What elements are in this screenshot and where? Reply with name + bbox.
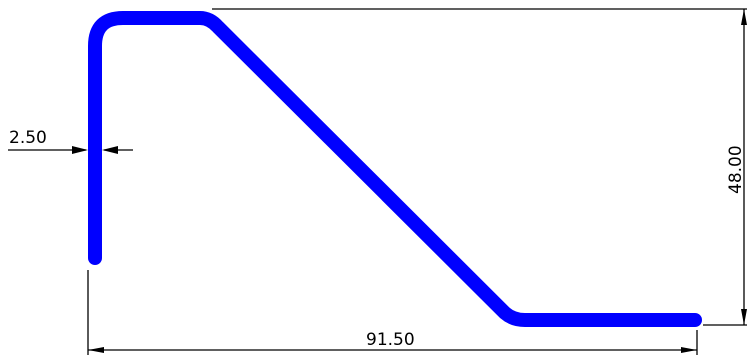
width-dimension-label: 91.50 xyxy=(366,330,415,350)
thickness-dimension xyxy=(8,146,133,154)
height-dimension-label: 48.00 xyxy=(726,145,746,194)
profile-outline xyxy=(88,11,702,327)
thickness-arrow-right xyxy=(102,146,118,154)
width-arrow-left xyxy=(88,347,104,353)
thickness-arrow-left xyxy=(72,146,88,154)
height-dimension xyxy=(212,8,747,326)
thickness-dimension-label: 2.50 xyxy=(9,128,47,148)
height-arrow-top xyxy=(741,9,747,25)
width-arrow-right xyxy=(681,347,697,353)
height-arrow-bottom xyxy=(741,309,747,325)
width-dimension xyxy=(87,270,698,355)
